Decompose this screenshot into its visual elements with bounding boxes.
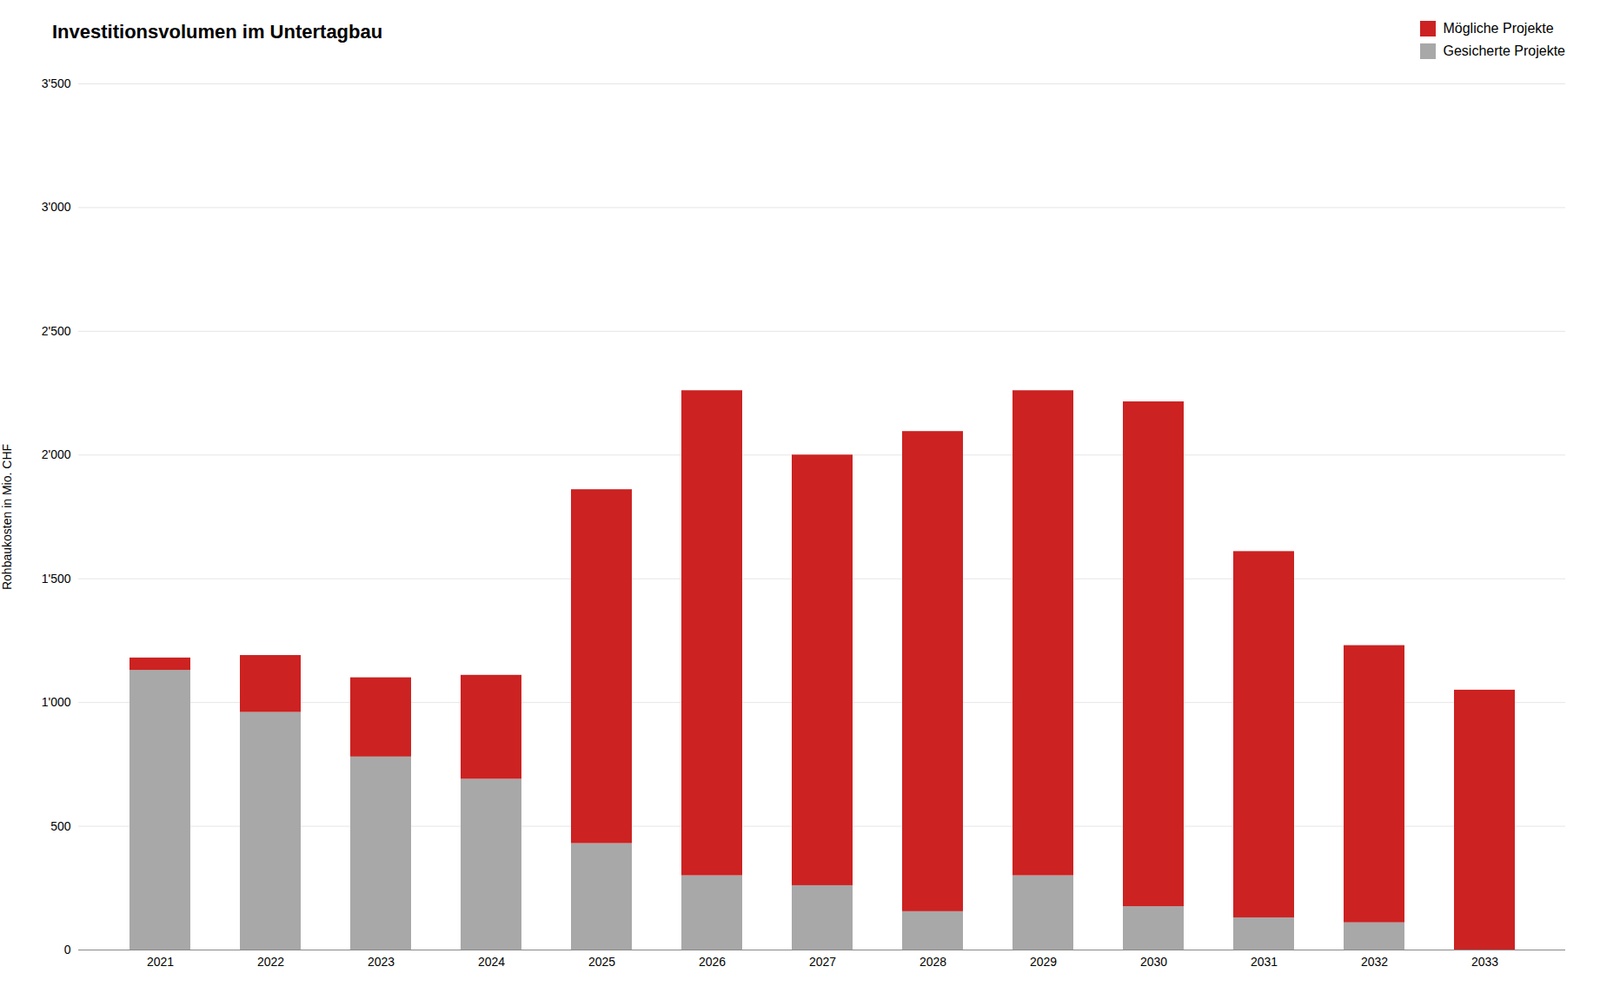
svg-text:2032: 2032 xyxy=(1360,955,1388,970)
svg-text:2022: 2022 xyxy=(257,955,285,970)
svg-text:Rohbaukosten in Mio. CHF: Rohbaukosten in Mio. CHF xyxy=(0,444,14,591)
svg-text:2027: 2027 xyxy=(809,955,837,970)
svg-text:2024: 2024 xyxy=(478,955,505,970)
svg-text:2025: 2025 xyxy=(588,955,616,970)
svg-text:2028: 2028 xyxy=(919,955,947,970)
svg-text:2026: 2026 xyxy=(698,955,726,970)
svg-text:2'500: 2'500 xyxy=(41,324,72,339)
svg-text:2030: 2030 xyxy=(1140,955,1168,970)
svg-text:2'000: 2'000 xyxy=(41,447,72,462)
html-text:Gesicherte Projekte: Gesicherte Projekte xyxy=(1443,43,1566,59)
svg-text:2033: 2033 xyxy=(1471,955,1499,970)
html-text:Investitionsvolumen im Unterta: Investitionsvolumen im Untertagbau xyxy=(52,20,383,43)
svg-text:3'500: 3'500 xyxy=(41,76,72,91)
svg-text:3'000: 3'000 xyxy=(41,199,72,214)
svg-text:2031: 2031 xyxy=(1250,955,1278,970)
svg-text:1'000: 1'000 xyxy=(41,695,72,710)
svg-text:2029: 2029 xyxy=(1029,955,1057,970)
svg-text:0: 0 xyxy=(64,942,72,957)
svg-text:2021: 2021 xyxy=(146,955,174,970)
svg-text:500: 500 xyxy=(50,819,72,834)
html-text:Mögliche Projekte: Mögliche Projekte xyxy=(1443,20,1554,36)
svg-text:1'500: 1'500 xyxy=(41,571,72,586)
svg-text:2023: 2023 xyxy=(367,955,395,970)
